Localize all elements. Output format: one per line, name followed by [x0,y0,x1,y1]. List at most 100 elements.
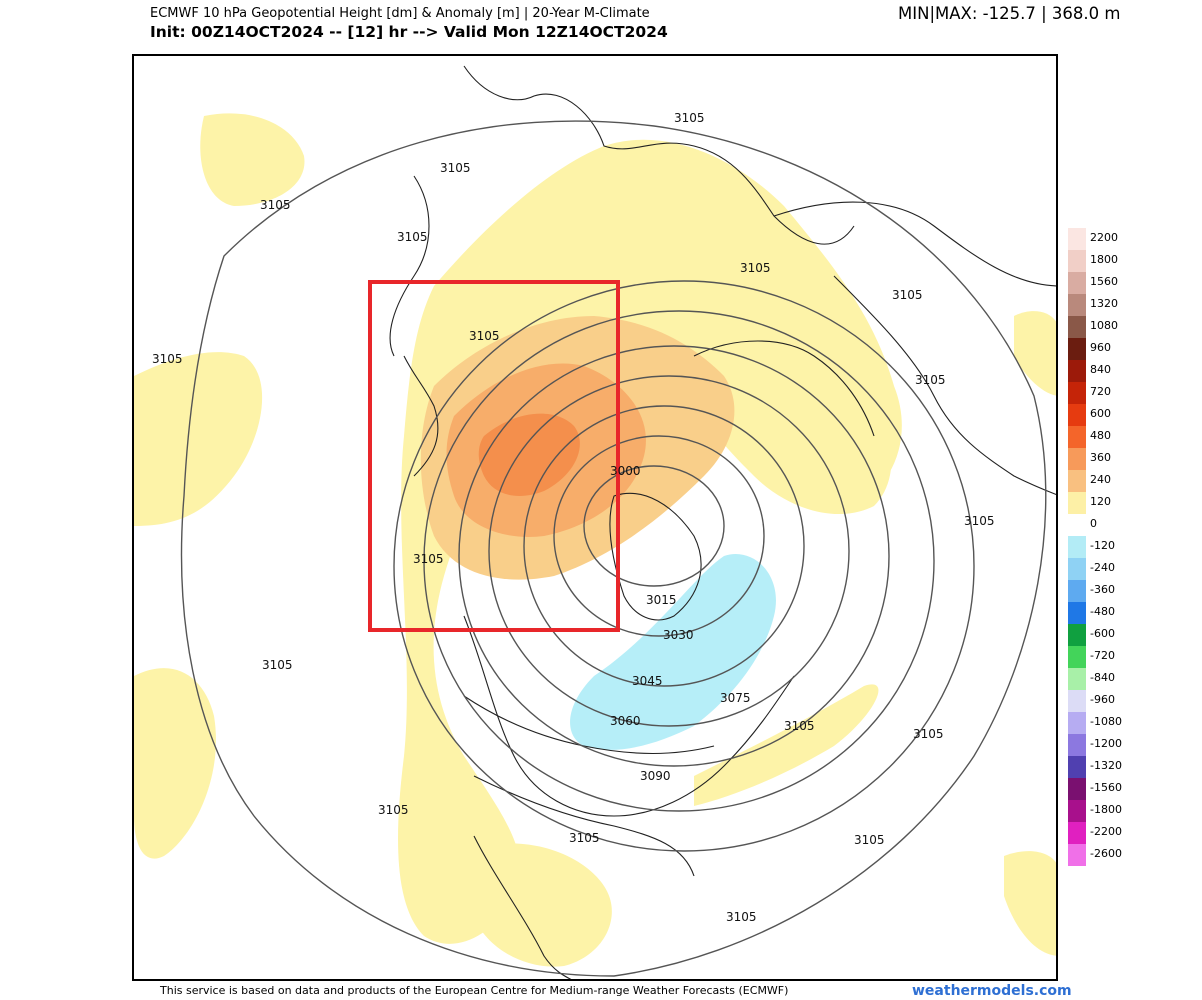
legend-label: 840 [1090,363,1111,376]
color-legend: 2200 1800 1560 1320 1080 960 840 720 600 480 360 24… [1068,228,1188,868]
legend-swatch [1068,338,1086,360]
contour-label: 3105 [740,261,771,275]
contour-label-layer: 3105 3105 3105 3105 3105 3105 3105 3105 … [152,111,995,924]
anomaly-yellow-nw [200,113,305,206]
legend-label: 480 [1090,429,1111,442]
north-america-outline [463,615,795,817]
legend-label: -840 [1090,671,1115,684]
legend-swatch [1068,448,1086,470]
legend-swatch [1068,558,1086,580]
anomaly-deep-orange-region [478,413,580,496]
anomaly-yellow-atlantic [694,684,879,806]
legend-swatch [1068,778,1086,800]
scandinavia-outline [389,175,430,357]
minmax-readout: MIN|MAX: -125.7 | 368.0 m [898,4,1121,23]
legend-label: -1800 [1090,803,1122,816]
legend-label: 0 [1090,517,1097,530]
legend-label: 1800 [1090,253,1118,266]
contour-label: 3015 [646,593,677,607]
chart-title: ECMWF 10 hPa Geopotential Height [dm] & … [150,6,650,21]
legend-swatch [1068,844,1086,866]
contour-label: 3105 [397,230,428,244]
legend-swatch [1068,536,1086,558]
contour-label: 3105 [262,658,293,672]
contour-3045 [488,375,850,727]
asia-outline [773,201,1056,496]
legend-swatch [1068,602,1086,624]
contour-label: 3105 [152,352,183,366]
legend-label: 360 [1090,451,1111,464]
legend-swatch [1068,822,1086,844]
legend-swatch [1068,580,1086,602]
greenland-outline [609,492,702,621]
mexico-outline [473,835,572,979]
anomaly-yellow-mexico [467,843,612,967]
height-contours [180,120,1047,977]
legend-label: 1080 [1090,319,1118,332]
anomaly-yellow-eurasia [694,362,892,515]
legend-label: 2200 [1090,231,1118,244]
map-panel: 3105 3105 3105 3105 3105 3105 3105 3105 … [132,54,1058,981]
contour-3075 [423,310,935,812]
anomaly-yellow-sw [134,668,216,859]
legend-label: -2600 [1090,847,1122,860]
legend-swatch [1068,382,1086,404]
legend-label: 600 [1090,407,1111,420]
contour-label: 3105 [569,831,600,845]
contour-3030 [523,405,805,687]
contour-3060 [458,345,890,767]
alaska-outline [403,355,439,477]
contour-label: 3105 [674,111,705,125]
legend-swatch [1068,756,1086,778]
contour-label: 3105 [784,719,815,733]
contour-label: 3105 [964,514,995,528]
anomaly-yellow-se [1004,851,1056,956]
contour-3000 [583,465,725,587]
legend-label: -1320 [1090,759,1122,772]
chart-subtitle: Init: 00Z14OCT2024 -- [12] hr --> Valid … [150,23,668,41]
legend-label: -2200 [1090,825,1122,838]
legend-swatch [1068,712,1086,734]
anomaly-warm-core [420,316,735,580]
legend-label: -1200 [1090,737,1122,750]
anomaly-yellow-west [134,352,263,526]
legend-swatch [1068,426,1086,448]
legend-label: 960 [1090,341,1111,354]
contour-label: 3105 [469,329,500,343]
contour-label: 3105 [413,552,444,566]
contour-label: 3105 [726,910,757,924]
contour-label: 3045 [632,674,663,688]
legend-swatch [1068,646,1086,668]
legend-swatch [1068,800,1086,822]
legend-label: -600 [1090,627,1115,640]
legend-label: -120 [1090,539,1115,552]
contour-label: 3105 [854,833,885,847]
legend-swatch [1068,624,1086,646]
legend-swatch [1068,690,1086,712]
legend-swatch [1068,250,1086,272]
contour-label: 3105 [915,373,946,387]
contour-label: 3060 [610,714,641,728]
legend-swatch [1068,360,1086,382]
legend-label: -960 [1090,693,1115,706]
map-canvas: 3105 3105 3105 3105 3105 3105 3105 3105 … [134,65,1056,979]
contour-label: 3030 [663,628,694,642]
contour-label: 3090 [640,769,671,783]
legend-swatch [1068,470,1086,492]
legend-swatch [1068,492,1086,514]
contour-3090 [393,280,975,852]
legend-label: -1080 [1090,715,1122,728]
contour-label: 3075 [720,691,751,705]
contour-3105-outer [180,120,1047,977]
anomaly-negative-region [570,554,776,750]
legend-label: 1320 [1090,297,1118,310]
legend-label: -1560 [1090,781,1122,794]
footer-attribution: This service is based on data and produc… [160,984,789,997]
legend-label: 720 [1090,385,1111,398]
legend-label: 240 [1090,473,1111,486]
brand-link[interactable]: weathermodels.com [912,983,1072,999]
anomaly-yellow-ne [1014,311,1056,396]
legend-swatch [1068,514,1086,536]
contour-label: 3105 [892,288,923,302]
legend-swatch [1068,294,1086,316]
